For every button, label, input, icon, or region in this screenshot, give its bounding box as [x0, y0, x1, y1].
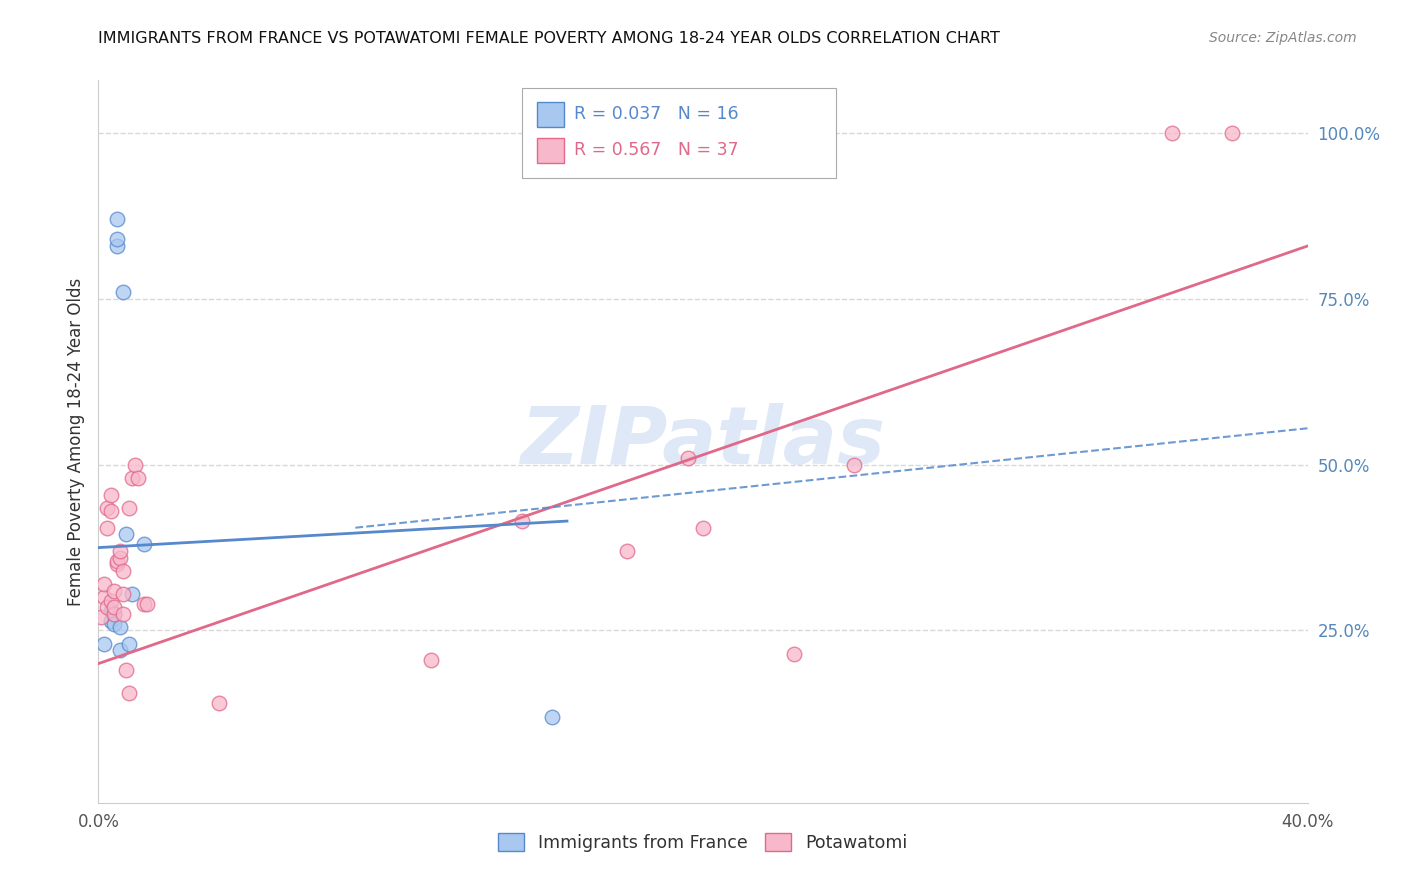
- Point: [108, 643, 131, 657]
- Point: [118, 500, 141, 515]
- Point: [676, 451, 699, 466]
- Point: [132, 537, 155, 551]
- Text: Source: ZipAtlas.com: Source: ZipAtlas.com: [1209, 31, 1357, 45]
- Point: [420, 653, 443, 667]
- FancyBboxPatch shape: [522, 87, 837, 178]
- Point: [132, 597, 155, 611]
- Point: [103, 583, 125, 598]
- Point: [96, 521, 118, 535]
- Point: [118, 686, 141, 700]
- Point: [111, 564, 134, 578]
- Point: [1220, 126, 1243, 140]
- Point: [103, 607, 125, 621]
- Point: [111, 285, 134, 300]
- Bar: [537, 138, 564, 163]
- Bar: [537, 102, 564, 128]
- Point: [96, 600, 118, 615]
- Point: [111, 607, 134, 621]
- Text: IMMIGRANTS FROM FRANCE VS POTAWATOMI FEMALE POVERTY AMONG 18-24 YEAR OLDS CORREL: IMMIGRANTS FROM FRANCE VS POTAWATOMI FEM…: [98, 31, 1000, 46]
- Point: [105, 212, 128, 227]
- Text: R = 0.037   N = 16: R = 0.037 N = 16: [574, 105, 738, 123]
- Point: [121, 471, 143, 485]
- Legend: Immigrants from France, Potawatomi: Immigrants from France, Potawatomi: [492, 827, 914, 859]
- Point: [103, 616, 125, 631]
- Y-axis label: Female Poverty Among 18-24 Year Olds: Female Poverty Among 18-24 Year Olds: [66, 277, 84, 606]
- Point: [105, 239, 128, 253]
- Point: [100, 603, 122, 617]
- Point: [118, 637, 141, 651]
- Point: [96, 500, 118, 515]
- Point: [90, 610, 112, 624]
- Point: [105, 232, 128, 246]
- Point: [208, 697, 231, 711]
- Text: R = 0.567   N = 37: R = 0.567 N = 37: [574, 141, 738, 160]
- Point: [103, 607, 125, 621]
- Point: [114, 527, 136, 541]
- Point: [510, 514, 533, 528]
- Point: [103, 600, 125, 615]
- Point: [100, 614, 122, 628]
- Point: [105, 554, 128, 568]
- Point: [100, 504, 122, 518]
- Point: [121, 587, 143, 601]
- Point: [100, 487, 122, 501]
- Point: [105, 557, 128, 571]
- Point: [111, 587, 134, 601]
- Point: [124, 458, 146, 472]
- Point: [100, 593, 122, 607]
- Point: [108, 620, 131, 634]
- Text: ZIPatlas: ZIPatlas: [520, 402, 886, 481]
- Point: [108, 550, 131, 565]
- Point: [783, 647, 806, 661]
- Point: [108, 544, 131, 558]
- Point: [114, 663, 136, 677]
- Point: [93, 637, 115, 651]
- Point: [93, 591, 115, 605]
- Point: [135, 597, 157, 611]
- Point: [1160, 126, 1182, 140]
- Point: [127, 471, 149, 485]
- Point: [616, 544, 638, 558]
- Point: [692, 521, 714, 535]
- Point: [93, 577, 115, 591]
- Point: [844, 458, 866, 472]
- Point: [540, 709, 562, 723]
